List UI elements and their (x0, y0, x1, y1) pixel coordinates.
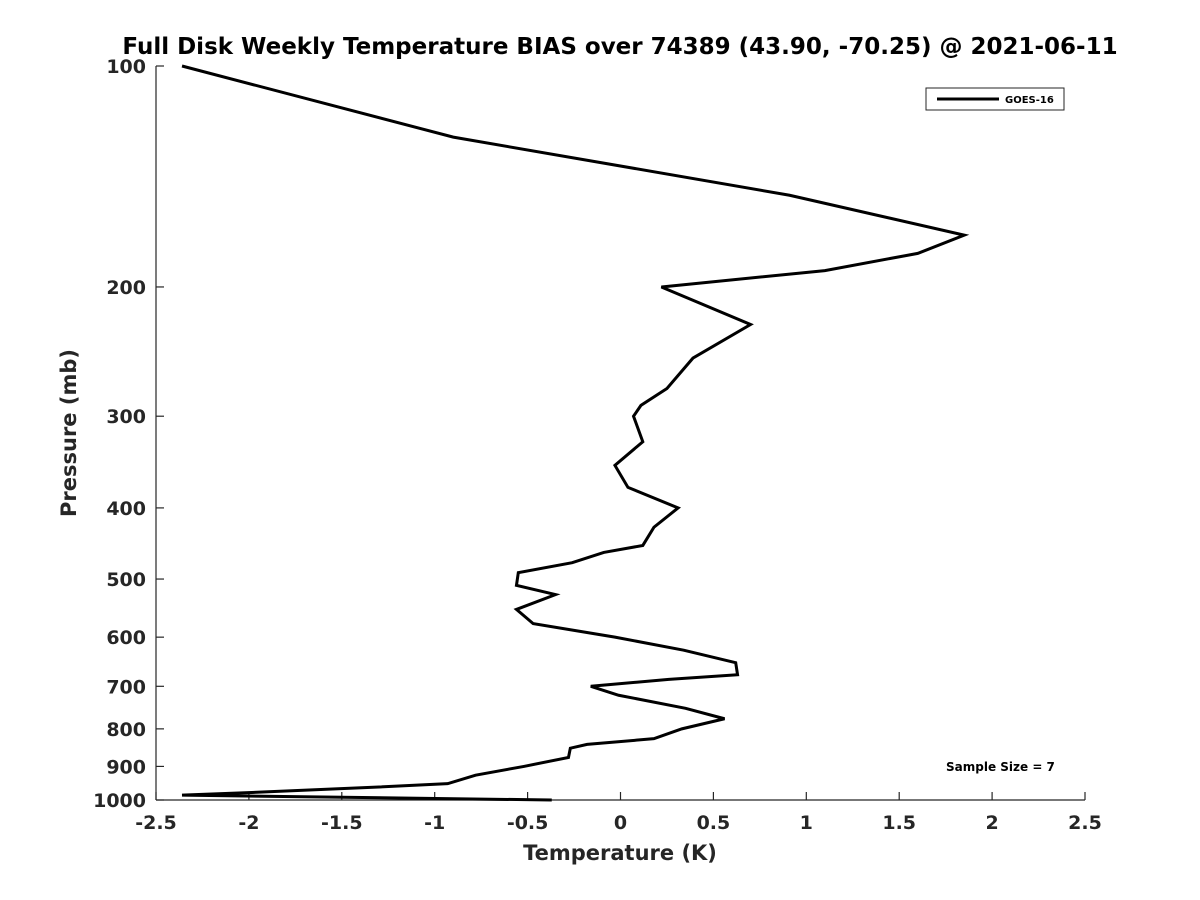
x-tick-label: -2.5 (135, 812, 177, 834)
series-layer (181, 64, 970, 802)
sample-size-annotation: Sample Size = 7 (946, 760, 1055, 774)
legend: GOES-16 (925, 87, 1065, 111)
x-tick-label: -1 (424, 812, 445, 834)
y-tick-label: 100 (106, 56, 146, 78)
y-tick-label: 600 (106, 627, 146, 649)
y-axis-label: Pressure (mb) (57, 349, 81, 517)
y-tick-label: 800 (106, 719, 146, 741)
y-tick-label: 200 (106, 277, 146, 299)
chart-title: Full Disk Weekly Temperature BIAS over 7… (122, 34, 1117, 60)
y-tick-label: 300 (106, 406, 146, 428)
x-tick-label: -1.5 (321, 812, 363, 834)
y-axis-ticks: 100 200 300 400 500 600 700 800 900 1000 (93, 56, 164, 812)
x-tick-label: -0.5 (507, 812, 549, 834)
y-tick-label: 500 (106, 569, 146, 591)
x-axis-ticks: -2.5 -2 -1.5 -1 -0.5 0 0.5 1 1.5 2 2.5 (135, 792, 1102, 834)
y-tick-label: 700 (106, 676, 146, 698)
series-line-goes-16 (181, 64, 970, 802)
x-tick-label: 0 (614, 812, 627, 834)
x-tick-label: 0.5 (697, 812, 731, 834)
x-tick-label: -2 (238, 812, 259, 834)
y-tick-label: 400 (106, 498, 146, 520)
x-tick-label: 2 (985, 812, 998, 834)
legend-label-goes-16: GOES-16 (1005, 95, 1054, 106)
x-axis-label: Temperature (K) (523, 841, 717, 865)
x-tick-label: 2.5 (1068, 812, 1102, 834)
x-tick-label: 1.5 (882, 812, 916, 834)
x-tick-label: 1 (800, 812, 813, 834)
y-tick-label: 1000 (93, 790, 146, 812)
y-tick-label: 900 (106, 756, 146, 778)
